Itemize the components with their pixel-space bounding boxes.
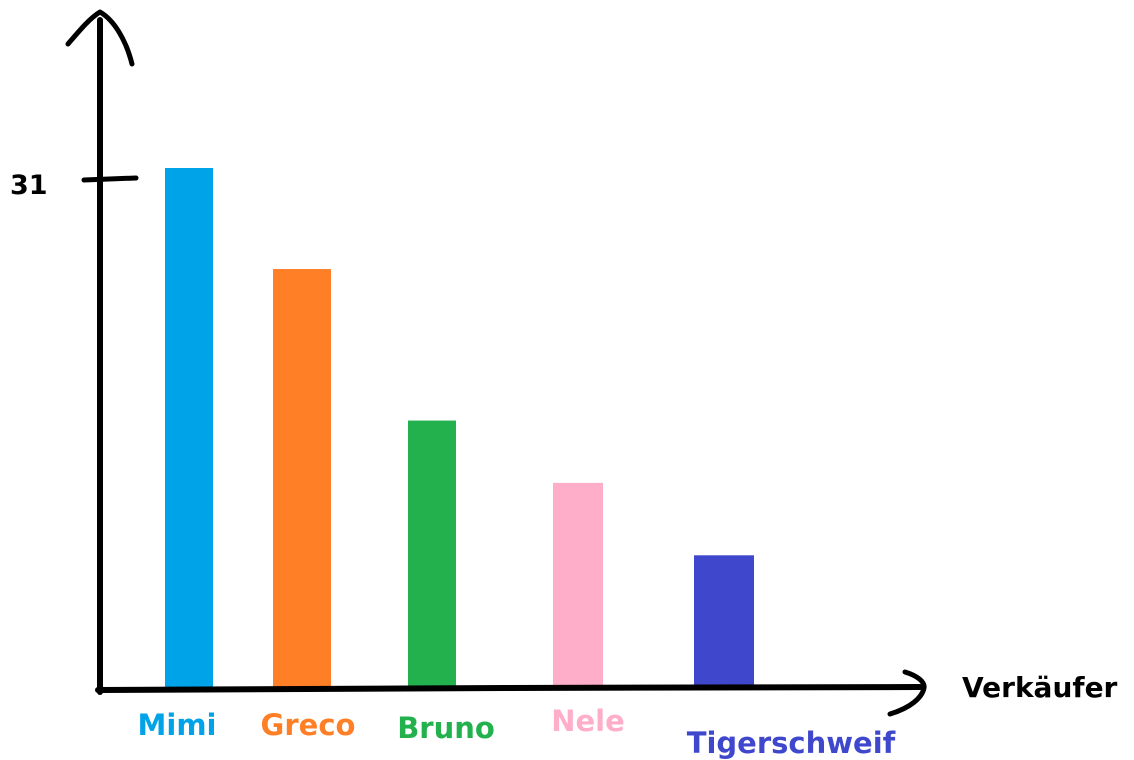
category-labels: Mimi Greco Bruno Nele Tigerschweif — [138, 704, 896, 760]
category-label-bruno: Bruno — [397, 711, 495, 745]
bar-mimi — [165, 168, 213, 690]
bar-bruno — [408, 420, 456, 690]
category-label-tigerschweif: Tigerschweif — [687, 726, 896, 760]
bar-tigerschweif — [694, 555, 754, 690]
category-label-mimi: Mimi — [138, 708, 217, 742]
x-axis-label: Verkäufer — [962, 671, 1118, 704]
y-axis-arrowhead — [65, 9, 135, 67]
x-axis-arrowhead — [887, 669, 927, 717]
x-axis-line — [95, 684, 923, 693]
bar-greco — [273, 269, 331, 690]
category-label-nele: Nele — [551, 704, 625, 738]
bars-group — [165, 168, 754, 690]
bar-nele — [553, 482, 603, 690]
category-label-greco: Greco — [261, 708, 356, 742]
y-tick-label: 31 — [10, 170, 48, 201]
y-tick-31 — [81, 175, 139, 183]
y-axis-line — [96, 17, 104, 695]
